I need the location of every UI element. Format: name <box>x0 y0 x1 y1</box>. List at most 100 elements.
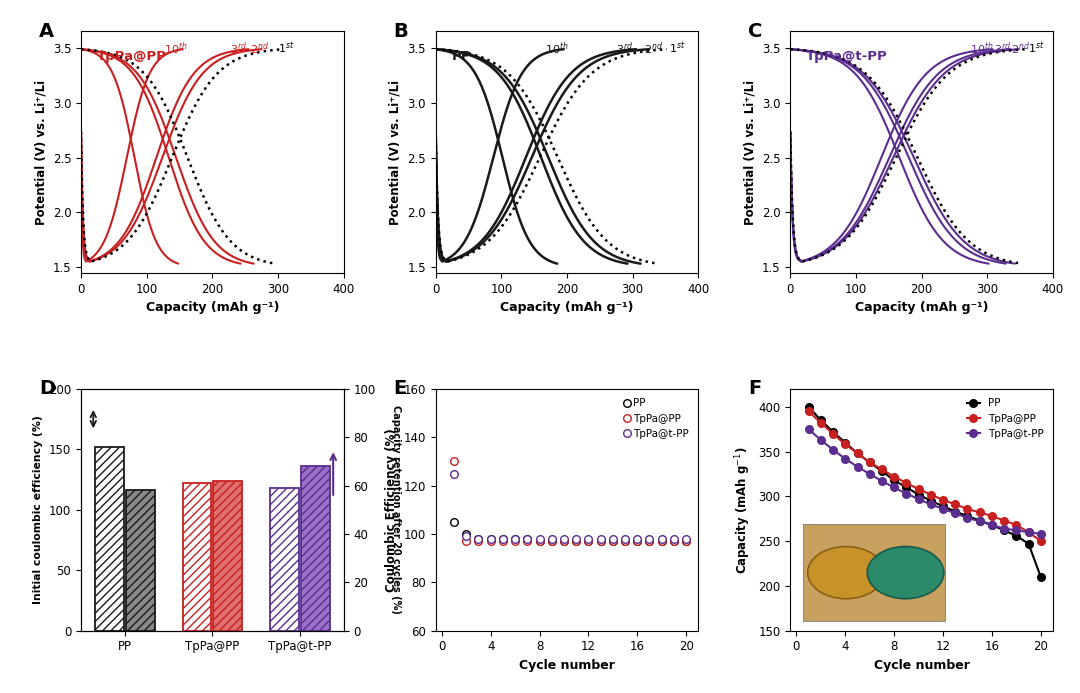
TpPa@PP <box>924 491 937 499</box>
PP <box>985 521 998 529</box>
Y-axis label: Potential (V) vs. Li⁺/Li: Potential (V) vs. Li⁺/Li <box>389 80 402 225</box>
TpPa@PP <box>509 537 522 545</box>
PP <box>936 502 949 510</box>
TpPa@PP <box>913 485 926 493</box>
TpPa@PP <box>679 537 692 545</box>
TpPa@t-PP <box>472 534 485 543</box>
Text: D: D <box>39 379 55 398</box>
PP <box>631 537 644 545</box>
Bar <box>125 491 154 631</box>
PP <box>1010 532 1023 540</box>
Text: TpPa@PP: TpPa@PP <box>97 50 166 63</box>
PP <box>913 491 926 499</box>
TpPa@t-PP <box>900 489 913 498</box>
TpPa@PP <box>606 537 619 545</box>
Text: 2$^{nd}$: 2$^{nd}$ <box>1011 41 1029 58</box>
Text: 1$^{st}$: 1$^{st}$ <box>670 41 686 56</box>
TpPa@PP <box>802 407 815 416</box>
TpPa@t-PP <box>667 534 680 543</box>
Line: TpPa@t-PP: TpPa@t-PP <box>450 470 690 543</box>
X-axis label: Capacity (mAh g⁻¹): Capacity (mAh g⁻¹) <box>500 301 634 314</box>
TpPa@t-PP <box>484 534 497 543</box>
Y-axis label: Coulombic Efficiency (%): Coulombic Efficiency (%) <box>384 428 399 592</box>
TpPa@t-PP <box>863 470 876 478</box>
PP <box>594 537 607 545</box>
TpPa@t-PP <box>679 534 692 543</box>
PP <box>545 537 558 545</box>
TpPa@t-PP <box>619 534 632 543</box>
TpPa@t-PP <box>631 534 644 543</box>
PP <box>582 537 595 545</box>
Bar <box>213 481 242 631</box>
TpPa@t-PP <box>643 534 656 543</box>
Text: 1$^{st}$: 1$^{st}$ <box>278 41 294 56</box>
TpPa@t-PP <box>826 446 839 454</box>
Legend: PP, TpPa@PP, TpPa@t-PP: PP, TpPa@PP, TpPa@t-PP <box>621 394 693 443</box>
TpPa@t-PP <box>569 534 582 543</box>
TpPa@PP <box>1010 521 1023 529</box>
TpPa@PP <box>851 449 864 457</box>
PP <box>948 507 961 516</box>
Bar <box>95 447 124 631</box>
TpPa@PP <box>667 537 680 545</box>
X-axis label: Capacity (mAh g⁻¹): Capacity (mAh g⁻¹) <box>146 301 279 314</box>
TpPa@PP <box>447 457 460 466</box>
Text: PP: PP <box>451 50 471 63</box>
PP <box>1022 540 1035 548</box>
TpPa@PP <box>534 537 546 545</box>
PP <box>509 534 522 543</box>
PP <box>924 497 937 505</box>
TpPa@t-PP <box>447 469 460 477</box>
PP <box>863 458 876 466</box>
TpPa@t-PP <box>1022 528 1035 536</box>
X-axis label: Capacity (mAh g⁻¹): Capacity (mAh g⁻¹) <box>855 301 988 314</box>
Text: B: B <box>393 21 408 40</box>
TpPa@PP <box>521 537 534 545</box>
PP <box>619 537 632 545</box>
Text: F: F <box>748 379 761 398</box>
TpPa@PP <box>985 512 998 520</box>
PP <box>888 476 901 484</box>
TpPa@t-PP <box>545 534 558 543</box>
TpPa@t-PP <box>1035 529 1048 538</box>
PP <box>826 428 839 436</box>
Text: 1$^{st}$: 1$^{st}$ <box>1028 41 1044 56</box>
TpPa@t-PP <box>606 534 619 543</box>
TpPa@t-PP <box>802 425 815 433</box>
TpPa@PP <box>569 537 582 545</box>
TpPa@PP <box>826 430 839 438</box>
Text: TpPa@t-PP: TpPa@t-PP <box>806 50 888 63</box>
TpPa@PP <box>631 537 644 545</box>
PP <box>521 534 534 543</box>
PP <box>900 483 913 491</box>
TpPa@PP <box>619 537 632 545</box>
Y-axis label: Potential (V) vs. Li⁺/Li: Potential (V) vs. Li⁺/Li <box>35 80 48 225</box>
Line: PP: PP <box>450 518 690 545</box>
TpPa@t-PP <box>656 534 669 543</box>
TpPa@t-PP <box>948 509 961 518</box>
PP <box>484 534 497 543</box>
TpPa@t-PP <box>1010 526 1023 534</box>
TpPa@PP <box>1035 537 1048 545</box>
PP <box>460 529 473 538</box>
TpPa@t-PP <box>936 505 949 513</box>
PP <box>447 518 460 526</box>
PP <box>497 534 510 543</box>
Y-axis label: Capacity (mAh g$^{-1}$): Capacity (mAh g$^{-1}$) <box>733 446 753 574</box>
Text: A: A <box>39 21 54 40</box>
TpPa@PP <box>643 537 656 545</box>
Text: 3$^{rd}$: 3$^{rd}$ <box>230 41 247 58</box>
TpPa@PP <box>497 537 510 545</box>
Text: 3$^{rd}$: 3$^{rd}$ <box>616 41 634 58</box>
PP <box>961 512 974 520</box>
PP <box>998 526 1011 534</box>
TpPa@PP <box>876 465 889 473</box>
Text: 3$^{rd}$: 3$^{rd}$ <box>995 41 1012 58</box>
Bar <box>183 483 212 631</box>
PP <box>839 439 852 447</box>
TpPa@PP <box>557 537 570 545</box>
TpPa@PP <box>961 505 974 513</box>
Text: 2$^{nd}$: 2$^{nd}$ <box>251 41 269 58</box>
PP <box>606 537 619 545</box>
TpPa@t-PP <box>924 500 937 509</box>
